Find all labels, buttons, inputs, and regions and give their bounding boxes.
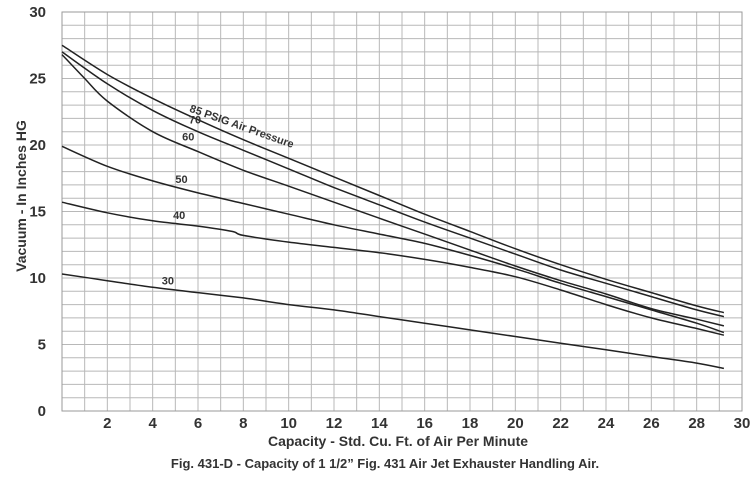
x-tick-label: 14 xyxy=(371,415,388,432)
x-tick-label: 6 xyxy=(194,415,202,432)
y-tick-label: 30 xyxy=(29,4,46,21)
series-label-50: 50 xyxy=(175,174,187,186)
y-axis-title: Vacuum - In Inches HG xyxy=(13,120,29,272)
series-line-70 xyxy=(61,51,725,318)
x-axis-ticks: 2 4 6 8 10 12 14 16 18 20 22 24 26 28 30 xyxy=(103,415,750,432)
x-tick-label: 20 xyxy=(507,415,524,432)
y-tick-label: 25 xyxy=(29,71,46,88)
series-line-30 xyxy=(61,273,725,370)
plot-frame xyxy=(61,11,743,412)
x-tick-label: 12 xyxy=(326,415,343,432)
chart-series xyxy=(61,44,725,370)
figure-caption: Fig. 431-D - Capacity of 1 1/2” Fig. 431… xyxy=(171,456,599,471)
x-tick-label: 28 xyxy=(688,415,705,432)
y-tick-label: 5 xyxy=(38,337,46,354)
y-tick-label: 15 xyxy=(29,204,46,221)
series-label-30: 30 xyxy=(162,275,174,287)
x-tick-label: 16 xyxy=(416,415,433,432)
series-label-70: 70 xyxy=(189,114,201,126)
series-line-50 xyxy=(61,145,725,334)
x-tick-label: 8 xyxy=(239,415,247,432)
series-label-40: 40 xyxy=(173,210,185,222)
x-tick-label: 22 xyxy=(552,415,569,432)
x-tick-label: 10 xyxy=(280,415,297,432)
x-tick-label: 2 xyxy=(103,415,111,432)
x-tick-label: 4 xyxy=(148,415,157,432)
series-label-60: 60 xyxy=(182,132,194,144)
x-axis-title: Capacity - Std. Cu. Ft. of Air Per Minut… xyxy=(268,433,528,449)
y-tick-label: 0 xyxy=(38,403,46,420)
y-tick-label: 20 xyxy=(29,137,46,154)
y-axis-ticks: 0 5 10 15 20 25 30 xyxy=(29,4,46,420)
y-tick-label: 10 xyxy=(29,270,46,287)
series-line-40 xyxy=(61,201,725,336)
series-line-85-psig-air-pressure xyxy=(61,44,725,314)
x-tick-label: 30 xyxy=(734,415,750,432)
chart-grid xyxy=(62,12,742,411)
x-tick-label: 24 xyxy=(598,415,615,432)
x-tick-label: 18 xyxy=(462,415,479,432)
x-tick-label: 26 xyxy=(643,415,660,432)
series-label-85-psig-air-pressure: 85 PSIG Air Pressure xyxy=(188,103,295,151)
series-line-60 xyxy=(61,54,725,327)
